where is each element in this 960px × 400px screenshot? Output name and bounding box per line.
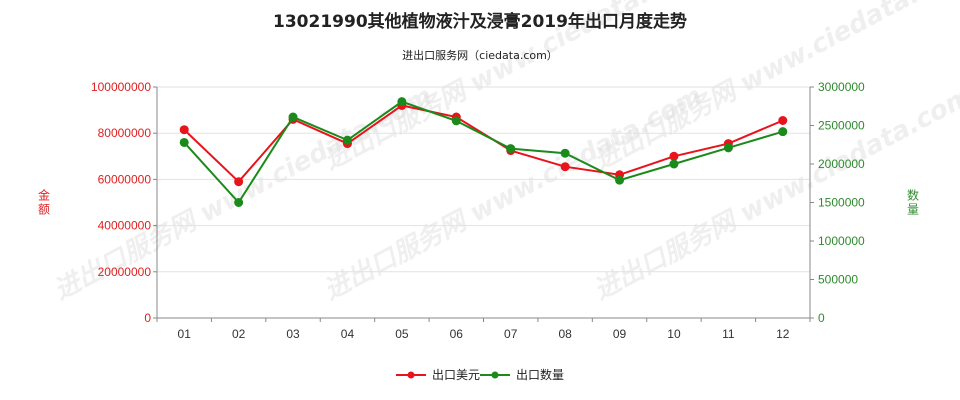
x-tick-label: 09 <box>613 327 627 341</box>
series-layer <box>179 97 788 207</box>
legend-label-amount: 出口美元 <box>432 368 480 382</box>
series-1-point <box>397 97 407 107</box>
x-tick-label: 10 <box>667 327 681 341</box>
left-axis-title: 金额 <box>38 188 50 217</box>
right-tick-label: 0 <box>818 311 825 325</box>
series-1-point <box>669 159 679 169</box>
left-tick-label: 60000000 <box>98 172 152 186</box>
left-tick-label: 40000000 <box>98 219 152 233</box>
series-1-point <box>342 135 352 145</box>
x-axis-ticks: 01 02 03 04 05 06 07 08 09 10 11 12 <box>156 318 811 341</box>
series-1-point <box>234 198 244 207</box>
series-1-point <box>560 148 570 158</box>
series-0-point <box>669 151 679 161</box>
series-1-point <box>506 144 516 154</box>
legend-label-quantity: 出口数量 <box>516 367 564 382</box>
left-tick-label: 20000000 <box>98 265 152 279</box>
series-0-point <box>778 115 788 125</box>
right-tick-label: 1000000 <box>818 234 865 248</box>
chart-title: 13021990其他植物液汁及浸膏2019年出口月度走势 <box>273 11 687 32</box>
x-tick-label: 05 <box>395 327 409 341</box>
legend-marker-amount <box>407 371 415 379</box>
x-tick-label: 12 <box>776 327 790 341</box>
left-tick-label: 80000000 <box>98 126 152 140</box>
legend-item-amount[interactable]: 出口美元 <box>396 368 480 382</box>
right-tick-label: 2500000 <box>818 119 865 133</box>
series-1-point <box>615 175 625 185</box>
series-line-1 <box>183 100 784 205</box>
left-axis-ticks: 0 20000000 40000000 60000000 80000000 1000000… <box>91 80 157 325</box>
left-tick-label: 0 <box>144 311 151 325</box>
right-tick-label: 500000 <box>818 273 858 287</box>
right-axis-ticks: 0 500000 1000000 1500000 2000000 2500000 30000… <box>810 80 865 325</box>
right-tick-label: 2000000 <box>818 157 865 171</box>
series-1-point <box>723 143 733 153</box>
right-axis-title: 数量 <box>907 188 919 217</box>
series-0-point <box>560 162 570 172</box>
left-tick-label: 100000000 <box>91 80 151 94</box>
series-0-point <box>234 177 244 187</box>
x-tick-label: 06 <box>450 327 464 341</box>
series-1-point <box>778 127 788 137</box>
series-1-point <box>451 116 461 126</box>
x-tick-label: 02 <box>232 327 246 341</box>
legend: 出口美元 出口数量 <box>396 367 564 382</box>
x-tick-label: 01 <box>178 327 192 341</box>
x-tick-label: 08 <box>558 327 572 341</box>
x-tick-label: 11 <box>722 327 735 341</box>
legend-marker-quantity <box>491 371 499 379</box>
series-1-point <box>288 112 298 122</box>
right-tick-label: 1500000 <box>818 196 865 210</box>
legend-item-quantity[interactable]: 出口数量 <box>480 367 564 382</box>
x-tick-label: 07 <box>504 327 518 341</box>
x-tick-label: 04 <box>341 327 355 341</box>
right-tick-label: 3000000 <box>818 80 865 94</box>
chart-subtitle: 进出口服务网（ciedata.com） <box>402 48 558 62</box>
x-tick-label: 03 <box>286 327 300 341</box>
series-0-point <box>179 125 189 135</box>
series-1-point <box>179 137 189 147</box>
